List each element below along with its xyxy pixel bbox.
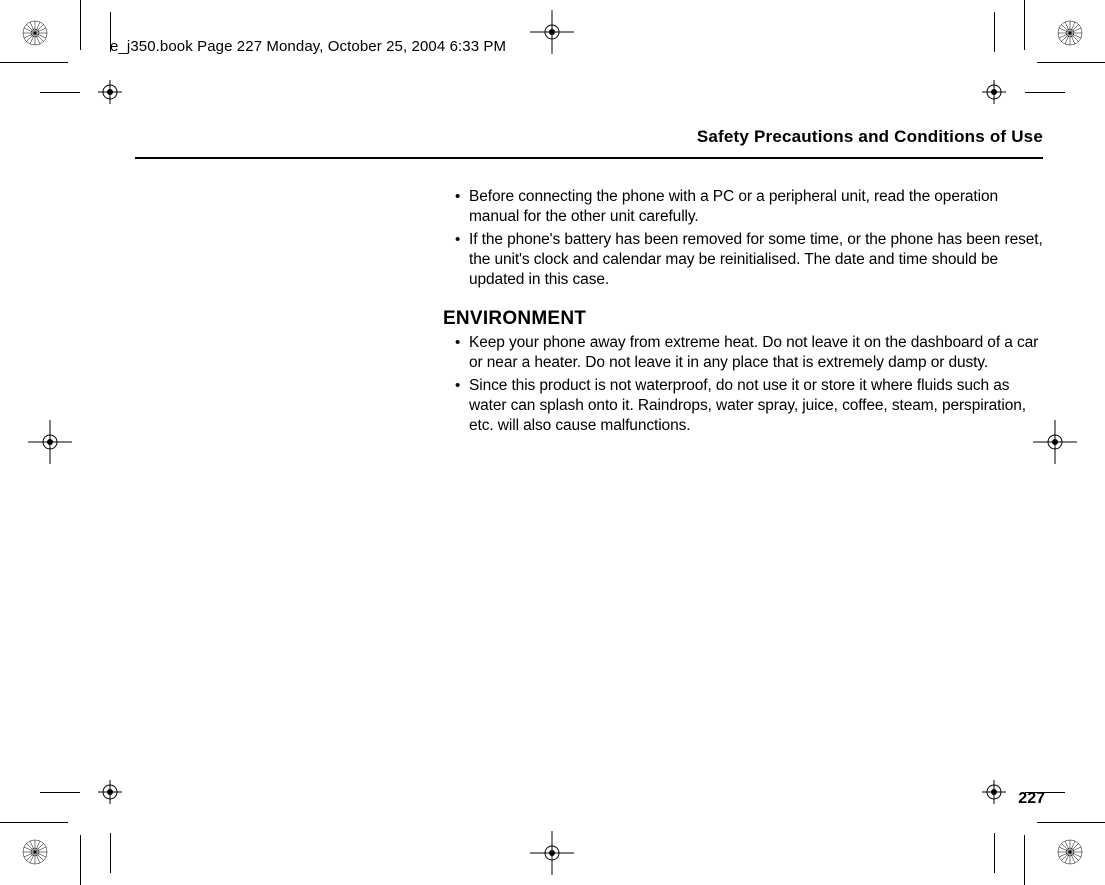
content-frame: Safety Precautions and Conditions of Use… xyxy=(135,127,1043,439)
crop-tick xyxy=(994,12,995,52)
reg-mark-icon xyxy=(28,420,72,464)
crop-line xyxy=(0,822,68,823)
crop-line xyxy=(1024,0,1025,50)
list-item: Keep your phone away from extreme heat. … xyxy=(455,333,1043,373)
section-heading: ENVIRONMENT xyxy=(443,308,1043,330)
page-number: 227 xyxy=(1018,790,1045,808)
reg-mark-icon xyxy=(530,10,574,54)
crop-tick xyxy=(994,833,995,873)
crop-line xyxy=(80,0,81,50)
body-column: Before connecting the phone with a PC or… xyxy=(455,187,1043,436)
wheel-mark-icon xyxy=(22,839,48,865)
masthead-text: e_j350.book Page 227 Monday, October 25,… xyxy=(110,38,506,55)
crop-tick xyxy=(1025,92,1065,93)
bullet-list-top: Before connecting the phone with a PC or… xyxy=(455,187,1043,290)
reg-mark-icon xyxy=(530,831,574,875)
chapter-title: Safety Precautions and Conditions of Use xyxy=(135,127,1043,147)
wheel-mark-icon xyxy=(22,20,48,46)
crop-tick xyxy=(40,792,80,793)
horizontal-rule xyxy=(135,157,1043,159)
reg-mark-icon xyxy=(98,80,122,104)
reg-mark-icon xyxy=(982,780,1006,804)
crop-line xyxy=(1024,835,1025,885)
list-item: Before connecting the phone with a PC or… xyxy=(455,187,1043,227)
reg-mark-icon xyxy=(98,780,122,804)
crop-line xyxy=(0,62,68,63)
crop-tick xyxy=(40,92,80,93)
crop-line xyxy=(1037,822,1105,823)
crop-tick xyxy=(110,833,111,873)
wheel-mark-icon xyxy=(1057,839,1083,865)
crop-line xyxy=(80,835,81,885)
list-item: If the phone's battery has been removed … xyxy=(455,230,1043,290)
bullet-list-environment: Keep your phone away from extreme heat. … xyxy=(455,333,1043,436)
crop-line xyxy=(1037,62,1105,63)
wheel-mark-icon xyxy=(1057,20,1083,46)
reg-mark-icon xyxy=(982,80,1006,104)
list-item: Since this product is not waterproof, do… xyxy=(455,376,1043,436)
